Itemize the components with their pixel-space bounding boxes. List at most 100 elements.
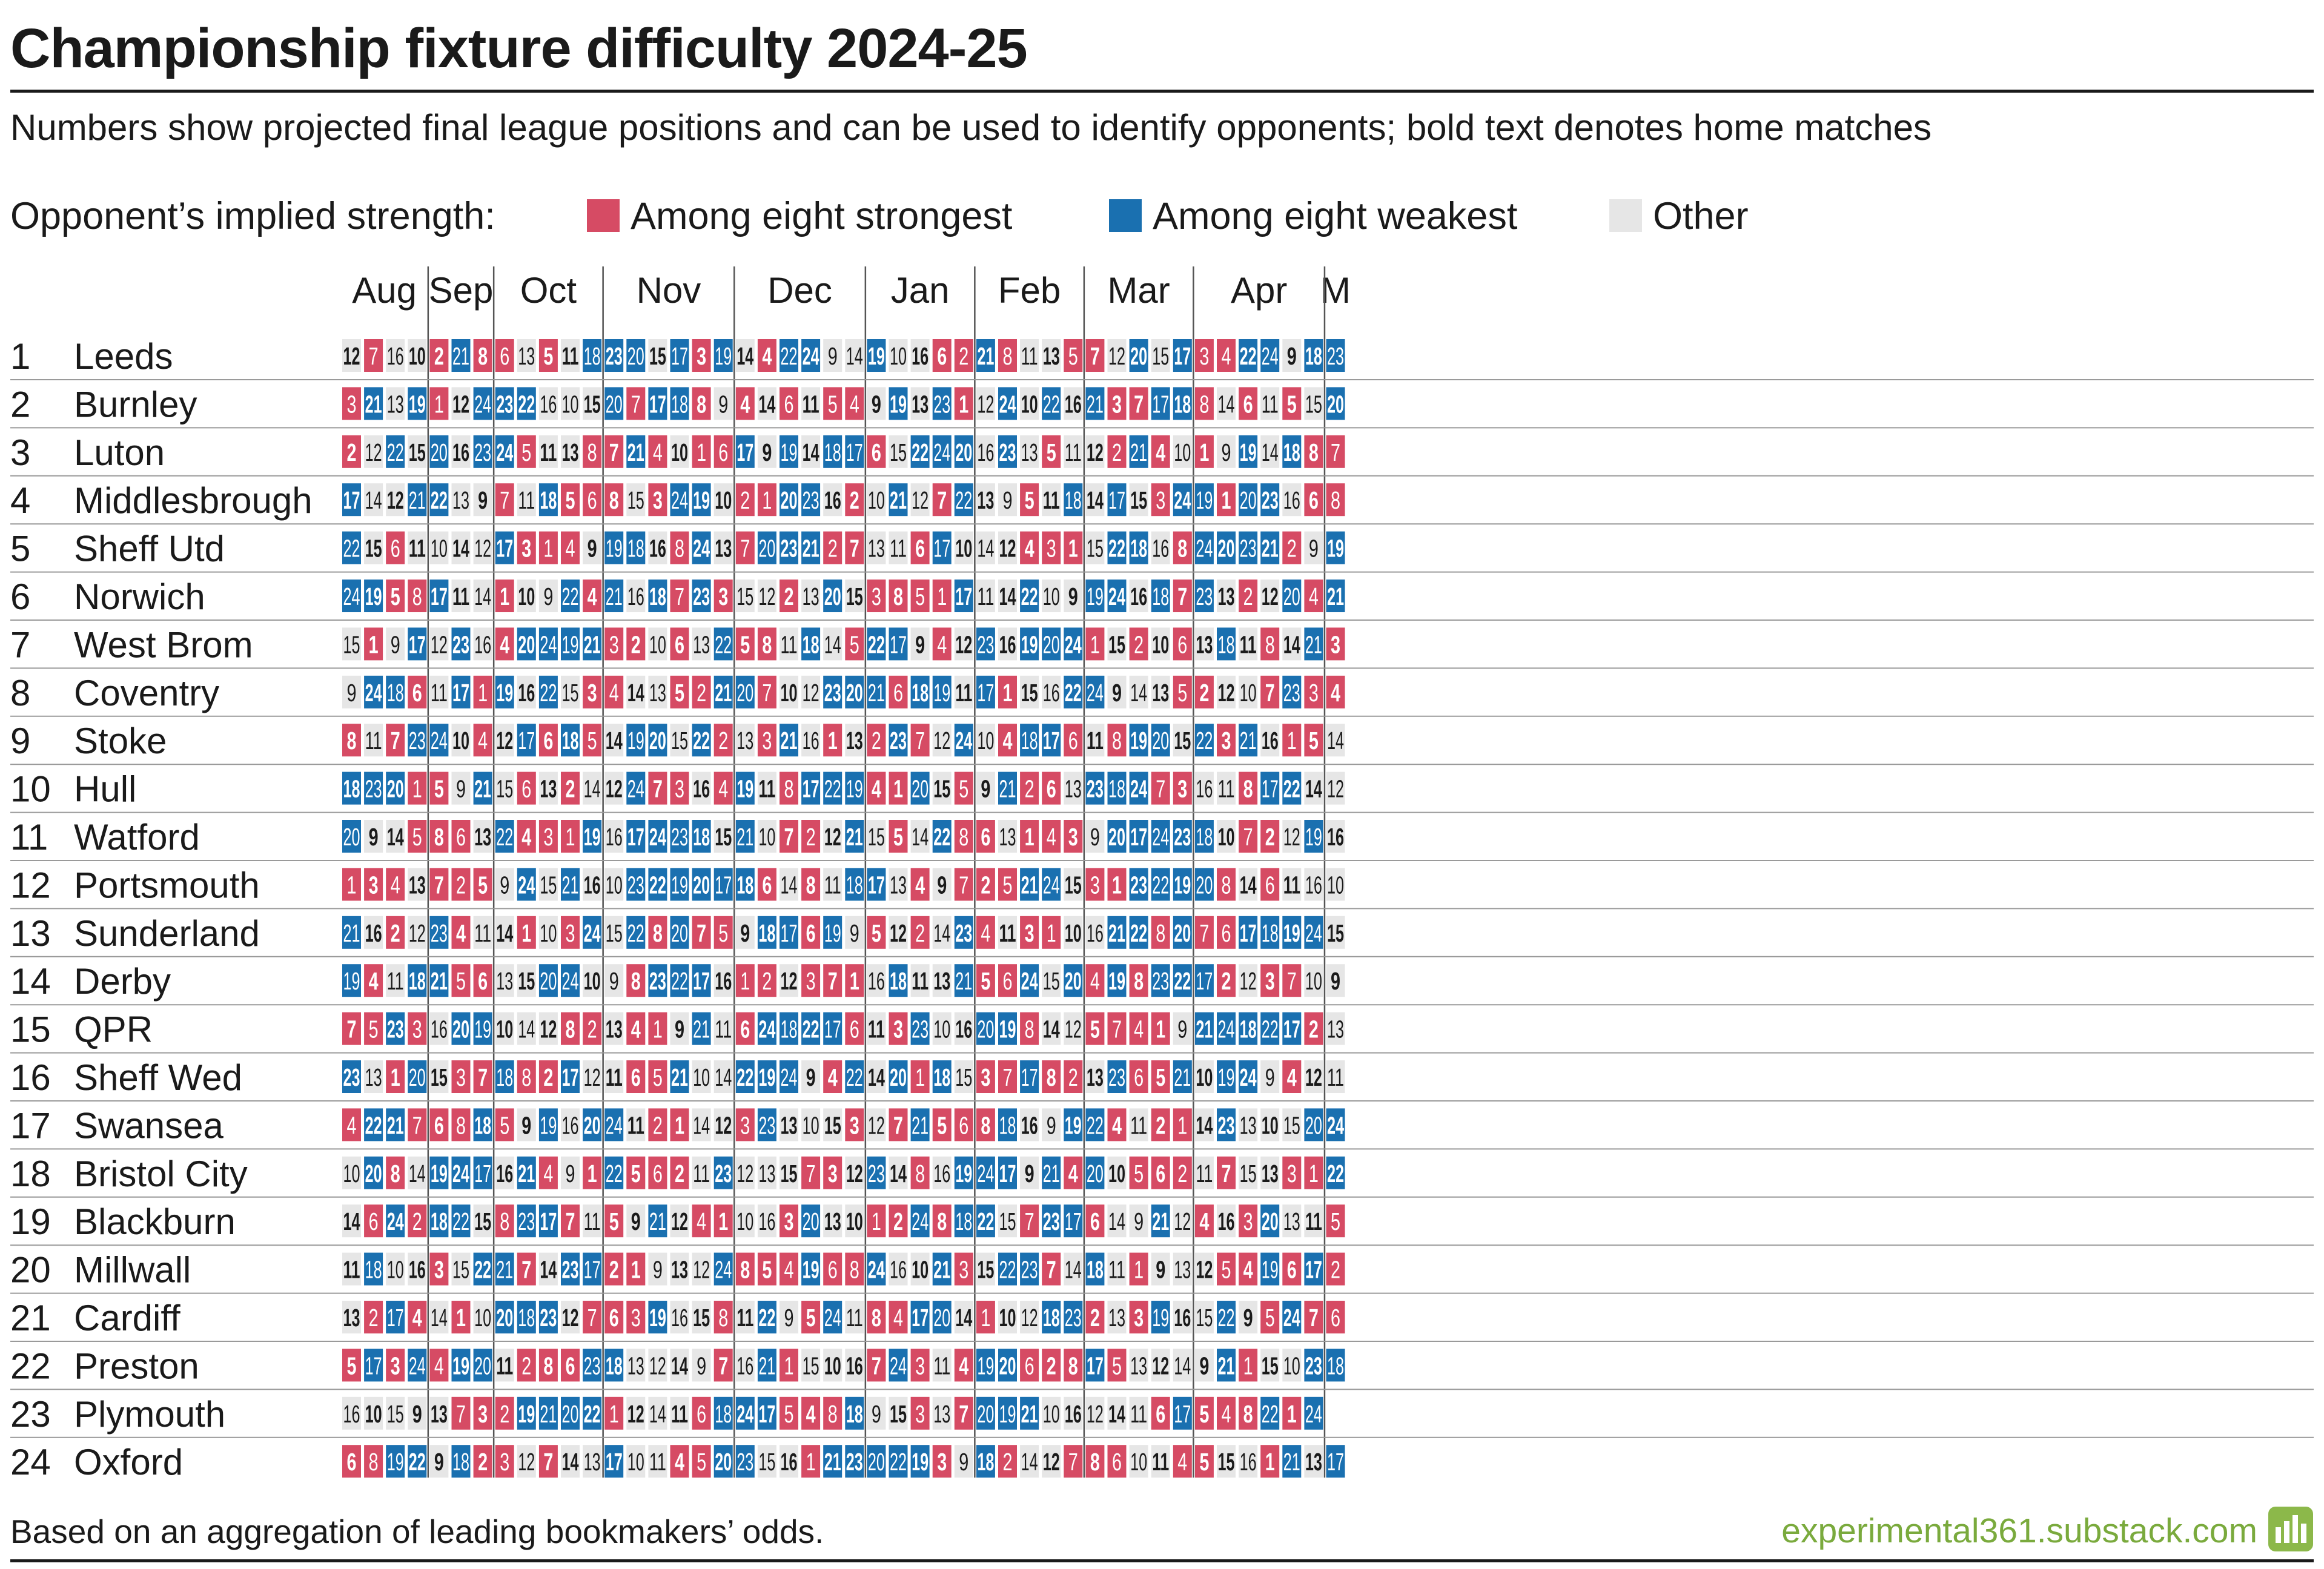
fixture-cell bbox=[867, 1012, 886, 1045]
fixture-label: 15 bbox=[365, 535, 382, 563]
fixture-cell bbox=[780, 1204, 798, 1238]
fixture-cell bbox=[1194, 1012, 1214, 1045]
fixture-cell bbox=[670, 531, 689, 564]
fixture-cell bbox=[713, 820, 733, 853]
fixture-label: 18 bbox=[518, 1304, 535, 1332]
fixture-label: 15 bbox=[824, 1111, 841, 1139]
fixture-cell bbox=[1239, 580, 1258, 612]
fixture-cell bbox=[889, 675, 908, 709]
fixture-cell bbox=[1107, 339, 1127, 372]
fixture-label: 6 bbox=[893, 679, 903, 707]
fixture-cell bbox=[517, 771, 536, 805]
fixture-label: 12 bbox=[1196, 1256, 1213, 1284]
fixture-cell bbox=[1239, 1012, 1258, 1045]
fixture-label: 13 bbox=[1196, 630, 1213, 658]
fixture-label: 23 bbox=[1021, 1256, 1038, 1284]
fixture-label: 20 bbox=[1130, 342, 1147, 370]
fixture-label: 22 bbox=[890, 1448, 907, 1476]
fixture-label: 24 bbox=[1130, 775, 1147, 803]
fixture-cell bbox=[670, 1108, 689, 1141]
fixture-cell bbox=[1173, 483, 1192, 517]
fixture-label: 19 bbox=[1305, 823, 1322, 851]
fixture-label: 21 bbox=[1305, 630, 1322, 658]
fixture-label: 6 bbox=[1068, 727, 1078, 755]
fixture-cell bbox=[910, 531, 930, 564]
fixture-label: 14 bbox=[1327, 727, 1344, 755]
fixture-cell bbox=[670, 1156, 689, 1189]
fixture-cell bbox=[473, 771, 492, 805]
fixture-label: 11 bbox=[824, 871, 841, 899]
fixture-label: 3 bbox=[740, 1111, 750, 1139]
fixture-cell bbox=[692, 1060, 711, 1093]
fixture-label: 8 bbox=[784, 775, 794, 803]
fixture-cell bbox=[954, 724, 973, 757]
fixture-cell bbox=[976, 627, 995, 661]
fixture-cell bbox=[976, 387, 995, 420]
fixture-cell bbox=[364, 339, 383, 372]
fixture-label: 7 bbox=[740, 535, 750, 563]
fixture-label: 7 bbox=[347, 1016, 357, 1043]
fixture-label: 6 bbox=[412, 679, 422, 707]
fixture-label: 19 bbox=[474, 1016, 491, 1043]
fixture-cell bbox=[495, 675, 514, 709]
fixture-label: 21 bbox=[649, 1207, 666, 1235]
fixture-cell bbox=[1239, 1108, 1258, 1141]
team-name: Coventry bbox=[74, 673, 219, 713]
fixture-cell bbox=[473, 387, 492, 420]
fixture-cell bbox=[910, 387, 930, 420]
fixture-label: 7 bbox=[653, 775, 663, 803]
fixture-cell bbox=[1239, 916, 1258, 949]
fixture-cell bbox=[780, 1060, 798, 1093]
fixture-cell bbox=[451, 675, 471, 709]
month-label-sep: Sep bbox=[429, 270, 494, 311]
fixture-label: 19 bbox=[1218, 1063, 1235, 1091]
fixture-label: 13 bbox=[715, 535, 732, 563]
fixture-label: 8 bbox=[412, 583, 422, 610]
fixture-cell bbox=[342, 1012, 361, 1045]
fixture-cell bbox=[408, 531, 427, 564]
fixture-label: 19 bbox=[540, 1111, 557, 1139]
fixture-label: 12 bbox=[781, 967, 798, 995]
fixture-cell bbox=[692, 916, 711, 949]
fixture-label: 3 bbox=[588, 679, 597, 707]
fixture-label: 15 bbox=[999, 1207, 1016, 1235]
fixture-label: 5 bbox=[762, 1256, 772, 1284]
fixture-label: 23 bbox=[474, 438, 491, 466]
fixture-cell bbox=[1020, 580, 1039, 612]
fixture-cell bbox=[429, 627, 449, 661]
fixture-cell bbox=[1151, 820, 1170, 853]
fixture-cell bbox=[845, 627, 864, 661]
fixture-cell bbox=[1304, 339, 1323, 372]
fixture-label: 22 bbox=[803, 1016, 819, 1043]
fixture-label: 21 bbox=[781, 727, 798, 755]
fixture-cell bbox=[867, 339, 886, 372]
fixture-label: 3 bbox=[937, 1448, 947, 1476]
fixture-label: 20 bbox=[715, 1448, 732, 1476]
fixture-label: 1 bbox=[850, 967, 859, 995]
fixture-label: 10 bbox=[1043, 1400, 1060, 1428]
fixture-cell bbox=[889, 771, 908, 805]
fixture-label: 4 bbox=[1309, 583, 1319, 610]
fixture-cell bbox=[780, 964, 798, 997]
fixture-cell bbox=[998, 339, 1017, 372]
fixture-label: 17 bbox=[977, 679, 994, 707]
fixture-cell bbox=[954, 771, 973, 805]
fixture-label: 1 bbox=[543, 535, 553, 563]
fixture-cell bbox=[342, 1108, 361, 1141]
fixture-cell bbox=[1042, 1012, 1061, 1045]
credit-link[interactable]: experimental361.substack.com bbox=[1781, 1511, 2257, 1550]
fixture-label: 16 bbox=[1065, 1400, 1082, 1428]
fixture-label: 16 bbox=[627, 583, 644, 610]
fixture-cell bbox=[757, 1108, 776, 1141]
fixture-label: 5 bbox=[434, 775, 444, 803]
fixture-cell bbox=[910, 1012, 930, 1045]
fixture-label: 2 bbox=[872, 727, 881, 755]
fixture-label: 22 bbox=[387, 438, 404, 466]
fixture-label: 5 bbox=[1003, 871, 1013, 899]
fixture-label: 10 bbox=[671, 438, 688, 466]
fixture-cell bbox=[757, 820, 776, 853]
fixture-cell bbox=[1194, 435, 1214, 468]
fixture-cell bbox=[517, 339, 536, 372]
fixture-label: 8 bbox=[456, 1111, 466, 1139]
fixture-cell bbox=[692, 1012, 711, 1045]
